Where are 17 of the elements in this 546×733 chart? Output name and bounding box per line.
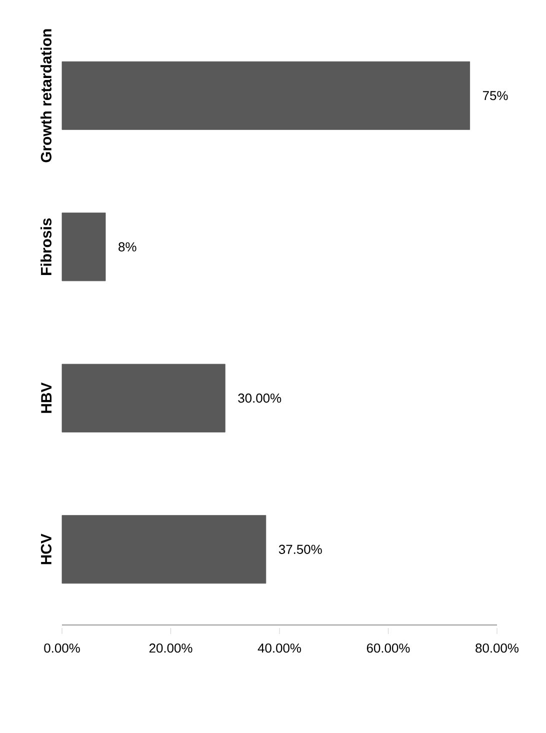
bar bbox=[62, 212, 106, 282]
bar bbox=[62, 364, 226, 432]
y-tick-label: HCV bbox=[40, 534, 52, 564]
x-tick-label: 80.00% bbox=[476, 644, 518, 653]
y-tick-label: HBV bbox=[41, 382, 52, 413]
data-label: 37.50% bbox=[278, 544, 322, 554]
y-tick-label: Fibrosis bbox=[40, 218, 52, 275]
data-label: 75% bbox=[482, 91, 508, 100]
data-label: 30.00% bbox=[238, 394, 282, 403]
x-tick-label: 0.00% bbox=[44, 644, 80, 653]
bar bbox=[62, 61, 470, 130]
x-tick-label: 60.00% bbox=[366, 644, 410, 653]
y-tick-label: Growth retardation bbox=[40, 29, 52, 162]
bar bbox=[62, 515, 266, 584]
x-tick-label: 40.00% bbox=[258, 644, 301, 653]
data-label: 8% bbox=[118, 242, 136, 252]
x-tick-label: 20.00% bbox=[149, 644, 192, 653]
